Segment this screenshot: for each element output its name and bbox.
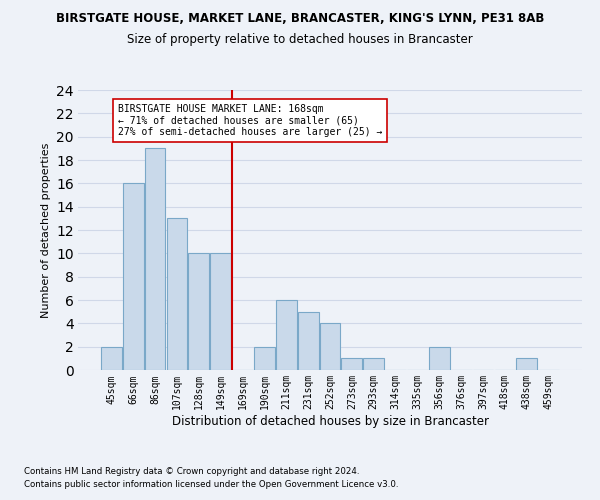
X-axis label: Distribution of detached houses by size in Brancaster: Distribution of detached houses by size …: [172, 415, 488, 428]
Bar: [276, 300, 296, 370]
Bar: [167, 218, 187, 370]
Bar: [210, 254, 231, 370]
Bar: [517, 358, 537, 370]
Bar: [123, 184, 143, 370]
Text: Contains public sector information licensed under the Open Government Licence v3: Contains public sector information licen…: [24, 480, 398, 489]
Bar: [320, 324, 340, 370]
Bar: [341, 358, 362, 370]
Text: BIRSTGATE HOUSE MARKET LANE: 168sqm
← 71% of detached houses are smaller (65)
27: BIRSTGATE HOUSE MARKET LANE: 168sqm ← 71…: [118, 104, 382, 137]
Bar: [101, 346, 122, 370]
Text: Contains HM Land Registry data © Crown copyright and database right 2024.: Contains HM Land Registry data © Crown c…: [24, 467, 359, 476]
Bar: [254, 346, 275, 370]
Bar: [145, 148, 166, 370]
Y-axis label: Number of detached properties: Number of detached properties: [41, 142, 50, 318]
Bar: [188, 254, 209, 370]
Bar: [429, 346, 450, 370]
Bar: [364, 358, 384, 370]
Bar: [298, 312, 319, 370]
Text: Size of property relative to detached houses in Brancaster: Size of property relative to detached ho…: [127, 32, 473, 46]
Text: BIRSTGATE HOUSE, MARKET LANE, BRANCASTER, KING'S LYNN, PE31 8AB: BIRSTGATE HOUSE, MARKET LANE, BRANCASTER…: [56, 12, 544, 26]
